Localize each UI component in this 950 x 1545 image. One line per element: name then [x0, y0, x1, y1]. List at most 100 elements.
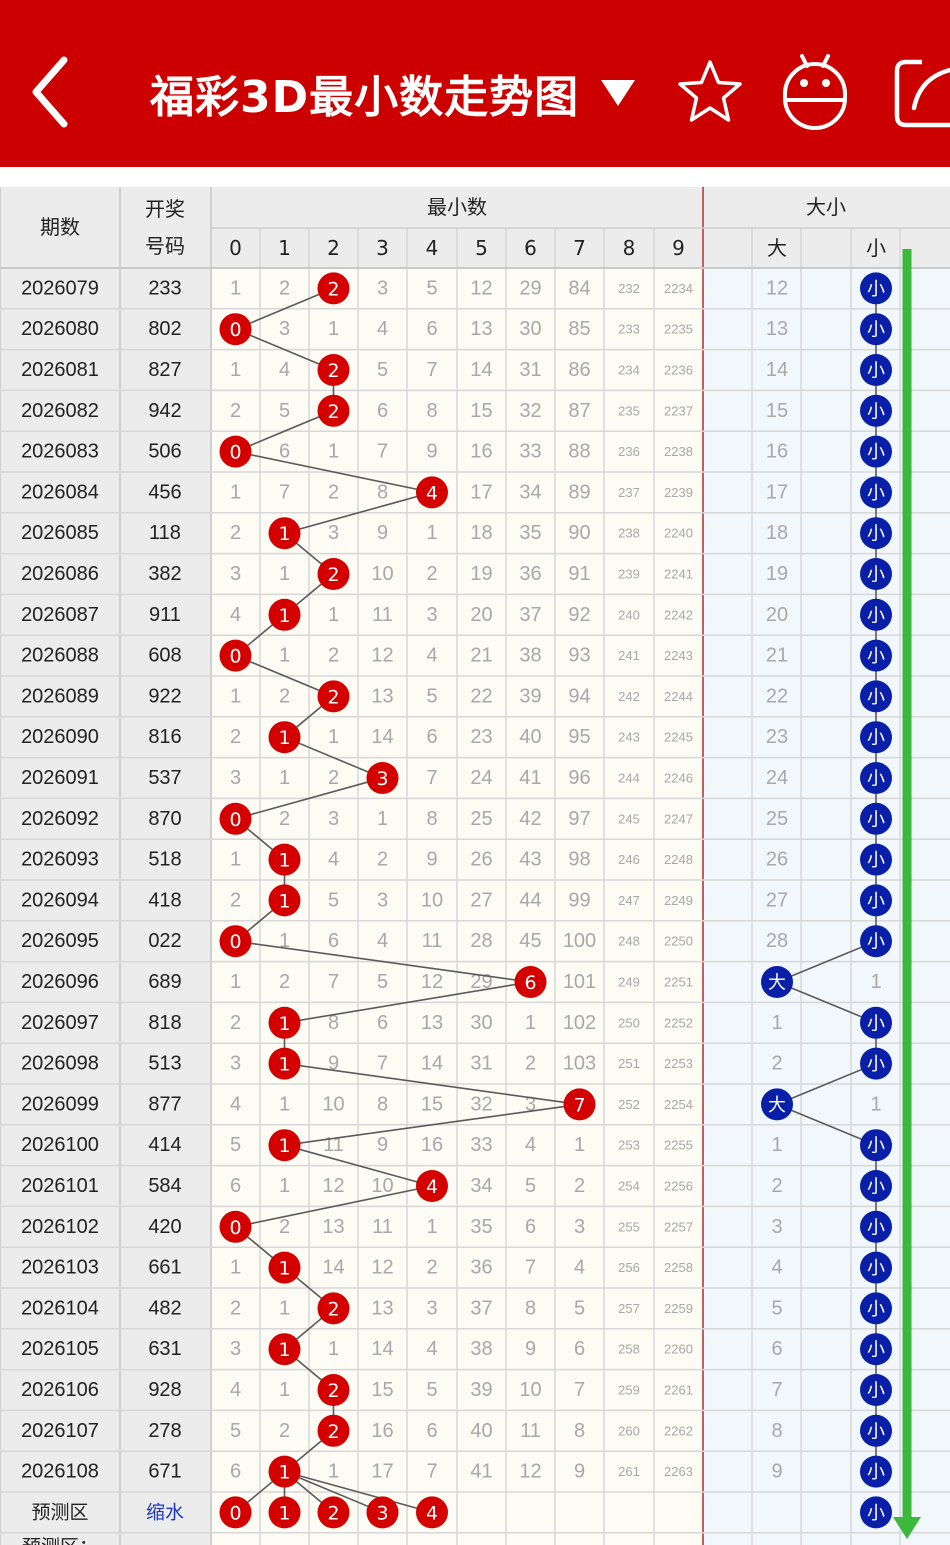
omission-cell: 5 — [230, 1134, 241, 1156]
size-small-ball: 小 — [860, 884, 892, 917]
omission-cell: 38 — [470, 1338, 492, 1360]
omission-cell: 5 — [279, 400, 290, 422]
draw-number-cell: 661 — [148, 1257, 181, 1279]
header-digit-5: 5 — [475, 236, 488, 260]
omission-cell: 2260 — [664, 1342, 693, 1357]
omission-cell: 33 — [470, 1134, 492, 1156]
omission-cell: 4 — [377, 318, 388, 340]
omission-cell: 4 — [426, 1338, 437, 1360]
size-omission-cell: 1 — [771, 1012, 782, 1034]
size-omission-cell: 9 — [771, 1461, 782, 1483]
draw-number-cell: 482 — [148, 1297, 181, 1319]
omission-cell: 16 — [421, 1134, 443, 1156]
svg-text:小: 小 — [867, 279, 885, 300]
min-number-ball: 7 — [563, 1088, 596, 1121]
period-cell: 2026100 — [21, 1134, 99, 1156]
svg-text:0: 0 — [229, 646, 241, 668]
draw-number-cell: 870 — [148, 808, 181, 830]
period-cell: 2026091 — [21, 767, 99, 789]
header-size-small: 小 — [866, 236, 886, 260]
omission-cell: 25 — [470, 808, 492, 830]
omission-cell: 4 — [230, 1379, 241, 1401]
period-cell: 2026088 — [21, 645, 99, 667]
svg-text:小: 小 — [867, 769, 885, 790]
forecast-size-ball: 小 — [860, 1496, 892, 1529]
omission-cell: 240 — [618, 607, 640, 622]
omission-cell: 39 — [470, 1379, 492, 1401]
omission-cell: 258 — [618, 1342, 640, 1357]
forecast-ball-2: 2 — [317, 1496, 350, 1529]
forecast-label: 预测区 — [31, 1501, 88, 1523]
omission-cell: 2 — [574, 1175, 585, 1197]
omission-cell: 8 — [377, 1093, 388, 1115]
size-small-ball: 小 — [860, 1414, 892, 1447]
omission-cell: 1 — [279, 645, 290, 667]
size-omission-cell: 25 — [766, 808, 788, 830]
draw-number-cell: 022 — [148, 930, 181, 952]
draw-number-cell: 233 — [148, 277, 181, 299]
omission-cell: 3 — [279, 318, 290, 340]
omission-cell: 34 — [519, 481, 541, 503]
omission-cell: 4 — [525, 1134, 536, 1156]
omission-cell: 238 — [618, 526, 640, 541]
omission-cell: 5 — [426, 685, 437, 707]
omission-cell: 1 — [574, 1134, 585, 1156]
omission-cell: 37 — [519, 604, 541, 626]
omission-cell: 42 — [519, 808, 541, 830]
robot-icon[interactable] — [780, 50, 850, 134]
green-arrow-head — [893, 1517, 921, 1539]
size-small-ball: 小 — [860, 1292, 892, 1325]
period-cell: 2026086 — [21, 563, 99, 585]
omission-cell: 8 — [328, 1012, 339, 1034]
omission-cell: 3 — [328, 808, 339, 830]
forecast-ball-0: 0 — [219, 1496, 252, 1529]
size-big-ball: 大 — [761, 966, 793, 998]
min-number-ball: 1 — [268, 1006, 301, 1039]
chevron-left-icon[interactable] — [22, 50, 82, 134]
svg-text:小: 小 — [867, 1217, 885, 1238]
svg-text:小: 小 — [867, 1340, 885, 1361]
title-dropdown[interactable]: 福彩3D最小数走势图 — [150, 62, 636, 124]
omission-cell: 103 — [563, 1053, 596, 1075]
size-omission-cell: 27 — [766, 889, 788, 911]
omission-cell: 252 — [618, 1097, 640, 1112]
omission-cell: 2259 — [664, 1301, 693, 1316]
omission-cell: 2 — [328, 481, 339, 503]
draw-number-cell: 816 — [148, 726, 181, 748]
omission-cell: 2243 — [664, 648, 693, 663]
size-omission-cell: 20 — [766, 604, 788, 626]
omission-cell: 13 — [322, 1216, 344, 1238]
share-icon[interactable] — [892, 56, 950, 130]
omission-cell: 6 — [426, 1420, 437, 1442]
svg-text:1: 1 — [278, 890, 290, 912]
omission-cell: 2 — [230, 1012, 241, 1034]
omission-cell: 2248 — [664, 852, 693, 867]
omission-cell: 2 — [279, 685, 290, 707]
omission-cell: 6 — [377, 400, 388, 422]
omission-cell: 93 — [568, 645, 590, 667]
omission-cell: 12 — [371, 645, 393, 667]
omission-cell: 10 — [371, 1175, 393, 1197]
omission-cell: 38 — [519, 645, 541, 667]
grid-lines — [0, 187, 950, 1545]
omission-cell: 4 — [230, 1093, 241, 1115]
size-small-ball: 小 — [860, 1251, 892, 1284]
svg-text:大: 大 — [768, 1095, 786, 1116]
omission-cell: 34 — [470, 1175, 492, 1197]
draw-number-cell: 278 — [148, 1420, 181, 1442]
omission-cell: 245 — [618, 811, 640, 826]
svg-text:2: 2 — [327, 686, 339, 708]
svg-text:2: 2 — [327, 278, 339, 300]
period-cell: 2026096 — [21, 971, 99, 993]
star-icon[interactable] — [676, 58, 744, 126]
size-small-ball: 小 — [860, 394, 892, 427]
omission-cell: 5 — [574, 1297, 585, 1319]
min-number-ball: 2 — [317, 272, 350, 305]
omission-cell: 2255 — [664, 1138, 693, 1153]
forecast-shrink-link[interactable]: 缩水 — [146, 1501, 184, 1523]
size-omission-cell: 1 — [870, 1093, 881, 1115]
draw-number-cell: 802 — [148, 318, 181, 340]
header-min-group: 最小数 — [427, 195, 487, 219]
omission-cell: 244 — [618, 771, 640, 786]
omission-cell: 10 — [322, 1093, 344, 1115]
